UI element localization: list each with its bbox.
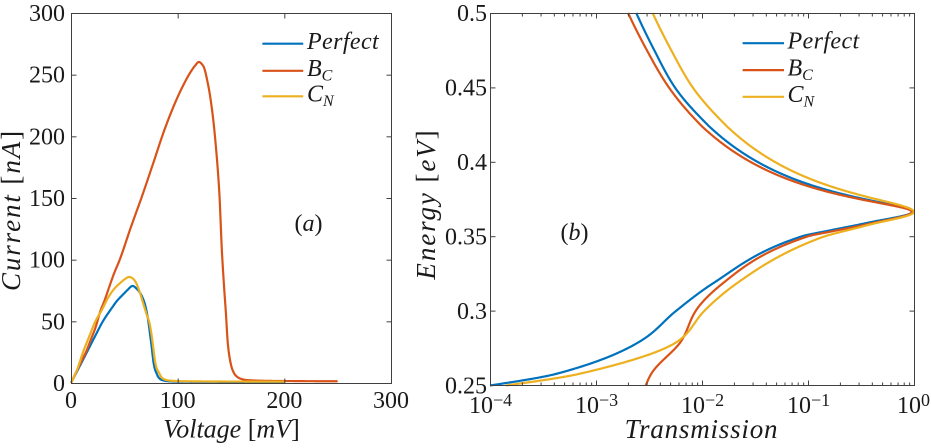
svg-text:300: 300 bbox=[29, 1, 65, 27]
svg-text:(a): (a) bbox=[295, 211, 323, 237]
svg-text:0.5: 0.5 bbox=[457, 1, 487, 27]
svg-text:0.3: 0.3 bbox=[457, 299, 487, 325]
svg-text:150: 150 bbox=[29, 186, 65, 212]
svg-text:200: 200 bbox=[29, 124, 65, 150]
svg-text:10−1: 10−1 bbox=[787, 390, 830, 419]
svg-text:50: 50 bbox=[41, 309, 65, 335]
svg-text:Current [nA]: Current [nA] bbox=[0, 129, 26, 291]
svg-text:300: 300 bbox=[373, 388, 409, 414]
svg-text:0.45: 0.45 bbox=[445, 76, 487, 102]
svg-text:(b): (b) bbox=[561, 220, 589, 246]
svg-text:0.25: 0.25 bbox=[445, 374, 487, 400]
svg-text:0: 0 bbox=[53, 371, 65, 397]
svg-text:250: 250 bbox=[29, 63, 65, 89]
svg-text:100: 100 bbox=[29, 248, 65, 274]
svg-text:Transmission: Transmission bbox=[625, 414, 779, 444]
svg-text:0.35: 0.35 bbox=[445, 225, 487, 251]
svg-text:Voltage [mV]: Voltage [mV] bbox=[163, 415, 300, 444]
svg-text:0: 0 bbox=[65, 388, 77, 414]
svg-text:0.4: 0.4 bbox=[457, 150, 487, 176]
svg-text:10−2: 10−2 bbox=[681, 390, 724, 419]
svg-text:200: 200 bbox=[266, 388, 302, 414]
svg-text:Perfect: Perfect bbox=[306, 29, 380, 55]
svg-text:Perfect: Perfect bbox=[787, 29, 861, 55]
svg-text:100: 100 bbox=[160, 388, 196, 414]
svg-text:Energy [eV]: Energy [eV] bbox=[411, 128, 441, 280]
